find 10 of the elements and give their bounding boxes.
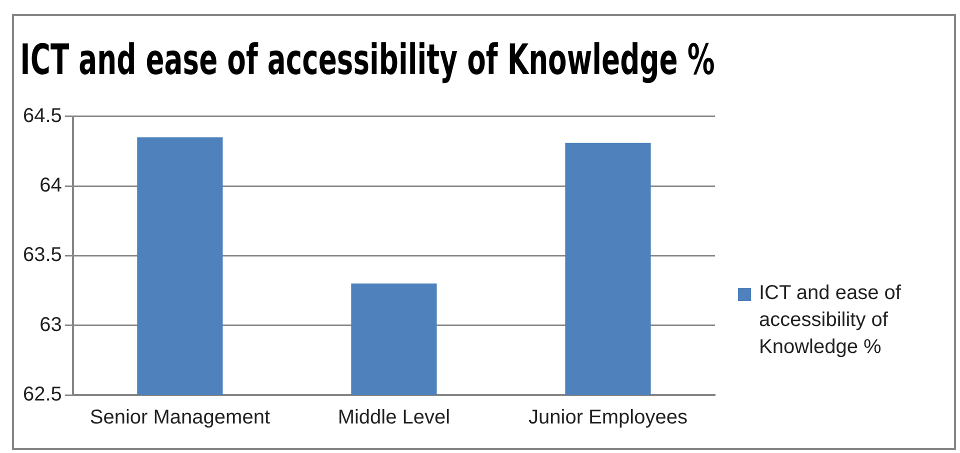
y-tick-label: 63.5 [22,244,62,266]
y-tick-label: 63 [40,314,62,336]
x-tick-label: Senior Management [90,406,270,429]
chart-title: ICT and ease of accessibility of Knowledge % [20,36,715,85]
y-tick-label: 64.5 [22,104,62,127]
y-tick-label: 62.5 [22,384,62,406]
x-tick-label: Middle Level [338,406,450,429]
legend-label: ICT and ease of accessibility of Knowledge % [759,281,902,360]
x-tick-label: Junior Employees [528,406,688,429]
y-tick-label: 64 [40,174,62,197]
